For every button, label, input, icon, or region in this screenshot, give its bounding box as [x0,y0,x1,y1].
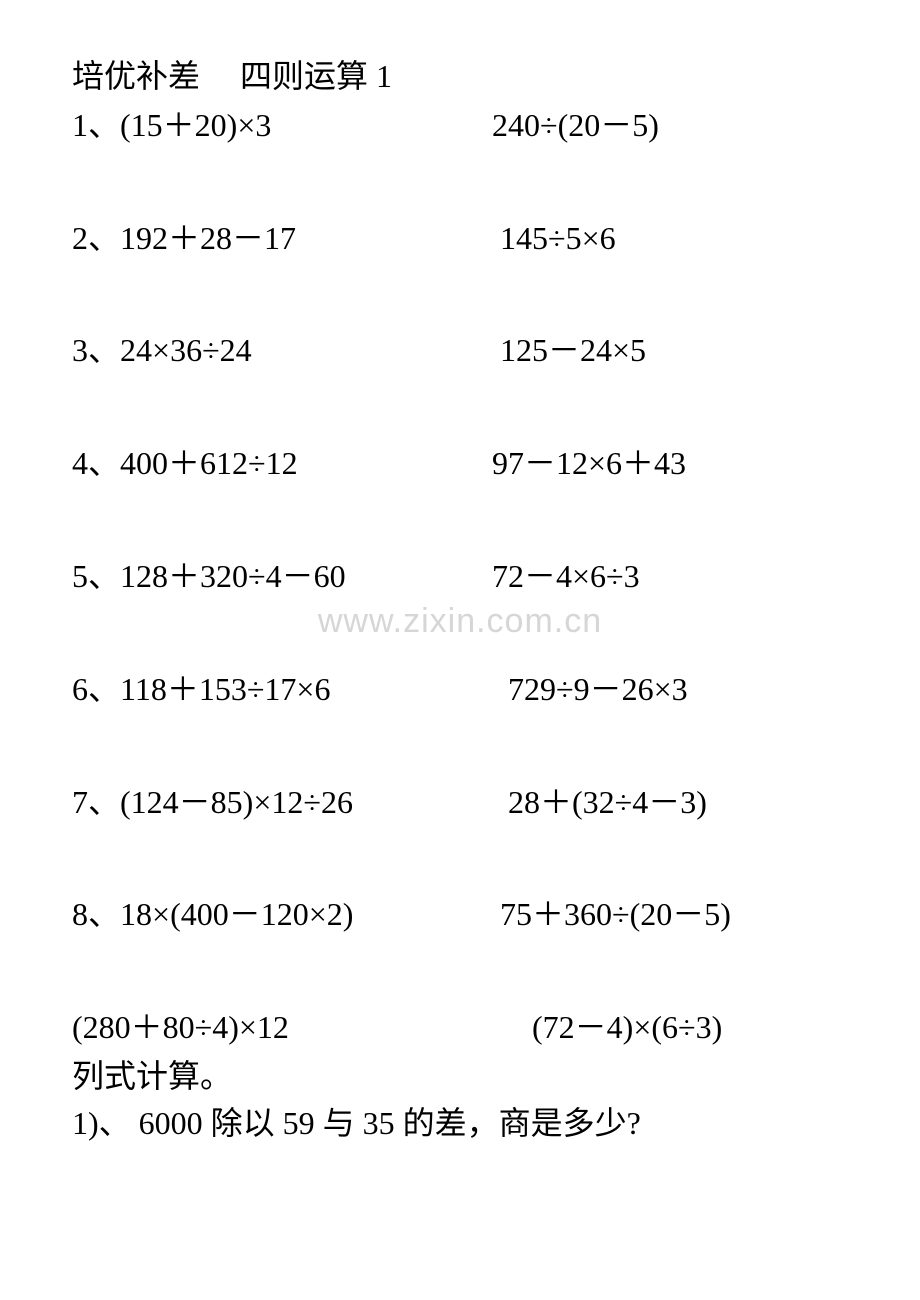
problem-expr-right: 75＋360÷(20－5) [492,892,860,937]
problem-expr-left: 128＋320÷4－60 [120,558,346,594]
problem-left: 5、128＋320÷4－60 [72,554,492,599]
problem-number: 8、 [72,896,120,932]
word-problem-number: 1)、 [72,1105,131,1141]
problem-expr-right: 729÷9－26×3 [492,667,860,712]
problem-expr-right: 125－24×5 [492,328,860,373]
problem-expr-left: 18×(400－120×2) [120,896,353,932]
problem-row-8: 8、18×(400－120×2) 75＋360÷(20－5) [72,892,860,937]
problem-number: 1、 [72,107,120,143]
problem-left: 7、(124－85)×12÷26 [72,780,492,825]
problem-left: 6、118＋153÷17×6 [72,667,492,712]
problem-expr-right: (72－4)×(6÷3) [492,1005,860,1050]
problem-number: 7、 [72,784,120,820]
problem-expr-left: 118＋153÷17×6 [120,671,330,707]
problem-expr-left: (15＋20)×3 [120,107,271,143]
problem-row-2: 2、192＋28－17 145÷5×6 [72,216,860,261]
section-label: 列式计算。 [72,1054,860,1099]
problem-expr-left: 24×36÷24 [120,332,252,368]
problem-left: 3、24×36÷24 [72,328,492,373]
problem-expr-left: 400＋612÷12 [120,445,298,481]
problem-expr-right: 97－12×6＋43 [492,441,860,486]
problem-row-extra: (280＋80÷4)×12 (72－4)×(6÷3) [72,1005,860,1050]
problem-left: 2、192＋28－17 [72,216,492,261]
problem-left: 8、18×(400－120×2) [72,892,492,937]
word-problem-1: 1)、 6000 除以 59 与 35 的差，商是多少? [72,1099,860,1147]
problem-expr-right: 240÷(20－5) [492,103,860,148]
problem-expr-right: 28＋(32÷4－3) [492,780,860,825]
problem-row-1: 1、(15＋20)×3 240÷(20－5) [72,103,860,148]
word-problem-text: 6000 除以 59 与 35 的差，商是多少? [131,1105,641,1141]
problem-number: 3、 [72,332,120,368]
worksheet-page: 培优补差 四则运算 1 1、(15＋20)×3 240÷(20－5) 2、192… [0,0,920,1147]
problem-expr-right: 72－4×6÷3 [492,554,860,599]
problem-expr-right: 145÷5×6 [492,216,860,261]
problem-number: 2、 [72,220,120,256]
problem-row-5: 5、128＋320÷4－60 72－4×6÷3 [72,554,860,599]
page-title: 培优补差 四则运算 1 [72,54,860,99]
problem-row-4: 4、400＋612÷12 97－12×6＋43 [72,441,860,486]
problem-left: 1、(15＋20)×3 [72,103,492,148]
problem-left: 4、400＋612÷12 [72,441,492,486]
problem-expr-left: 192＋28－17 [120,220,296,256]
problem-row-3: 3、24×36÷24 125－24×5 [72,328,860,373]
problem-row-6: 6、118＋153÷17×6 729÷9－26×3 [72,667,860,712]
problem-expr-left: (124－85)×12÷26 [120,784,353,820]
problem-number: 4、 [72,445,120,481]
problem-number: 6、 [72,671,120,707]
problem-row-7: 7、(124－85)×12÷26 28＋(32÷4－3) [72,780,860,825]
problem-expr-left: (280＋80÷4)×12 [72,1005,492,1050]
problem-number: 5、 [72,558,120,594]
